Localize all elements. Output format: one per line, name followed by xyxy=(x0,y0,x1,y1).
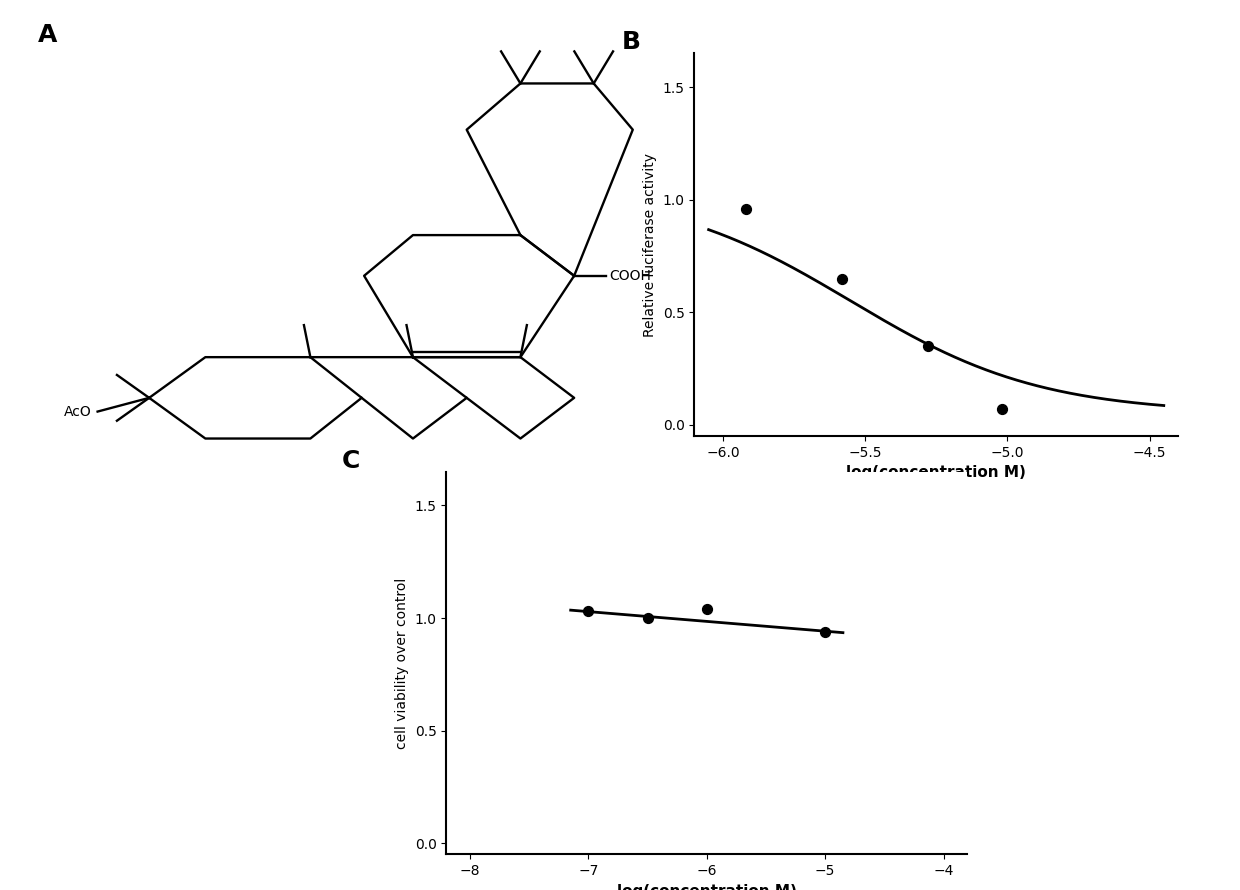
Y-axis label: cell viability over control: cell viability over control xyxy=(396,578,409,748)
X-axis label: log(concentration M): log(concentration M) xyxy=(616,884,797,890)
Point xyxy=(735,202,755,216)
Text: B: B xyxy=(622,30,641,54)
Point xyxy=(832,271,852,286)
Point xyxy=(992,402,1012,417)
Point xyxy=(815,625,835,639)
Text: AcO: AcO xyxy=(63,405,92,418)
Text: C: C xyxy=(342,449,361,473)
Point xyxy=(637,611,657,625)
X-axis label: log(concentration M): log(concentration M) xyxy=(846,465,1027,481)
Y-axis label: Relative luciferase activity: Relative luciferase activity xyxy=(644,153,657,336)
Point xyxy=(697,602,717,616)
Point xyxy=(579,604,599,619)
Point xyxy=(918,339,937,353)
Text: COOH: COOH xyxy=(610,269,651,283)
Text: A: A xyxy=(38,22,57,46)
